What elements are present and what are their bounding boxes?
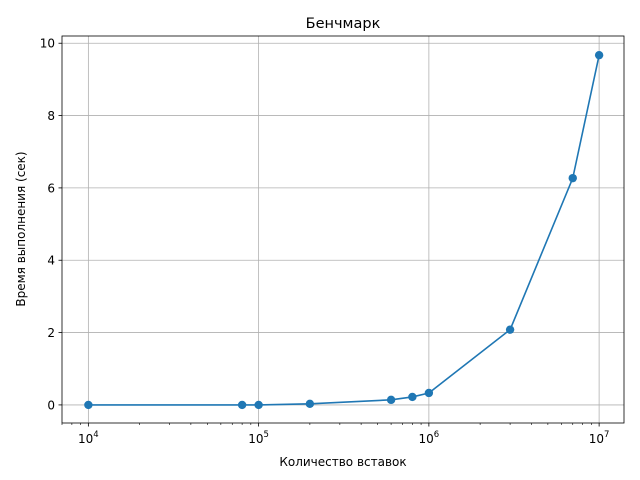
y-axis-title: Время выполнения (сек) <box>14 151 28 306</box>
data-point <box>254 400 263 410</box>
data-point <box>237 400 247 410</box>
chart-title: Бенчмарк <box>306 16 381 32</box>
y-tick-label: 10 <box>40 37 55 51</box>
x-tick-label: 107 <box>589 430 610 446</box>
x-tick-label: 106 <box>419 430 440 446</box>
series-line <box>88 55 600 406</box>
x-tick-label: 105 <box>248 430 269 446</box>
series-line-plot <box>84 50 604 410</box>
data-point <box>386 395 396 405</box>
grid <box>62 36 624 423</box>
data-point <box>305 399 315 409</box>
data-point <box>505 325 515 334</box>
data-point <box>594 50 604 60</box>
x-tick-label: 104 <box>78 430 99 446</box>
y-tick-label: 4 <box>47 254 55 268</box>
plot-frame <box>61 35 625 424</box>
y-tick-label: 0 <box>47 398 55 412</box>
x-axis-title: Количество вставок <box>279 455 406 469</box>
y-tick-label: 2 <box>47 326 55 340</box>
data-point <box>424 388 434 398</box>
y-tick-label: 8 <box>47 109 55 123</box>
data-point <box>568 173 577 183</box>
data-point <box>84 400 93 410</box>
y-tick-label: 6 <box>47 181 55 195</box>
data-point <box>408 392 417 402</box>
ticks: 104 105 106 107 0 2 4 6 8 10 <box>40 37 610 446</box>
